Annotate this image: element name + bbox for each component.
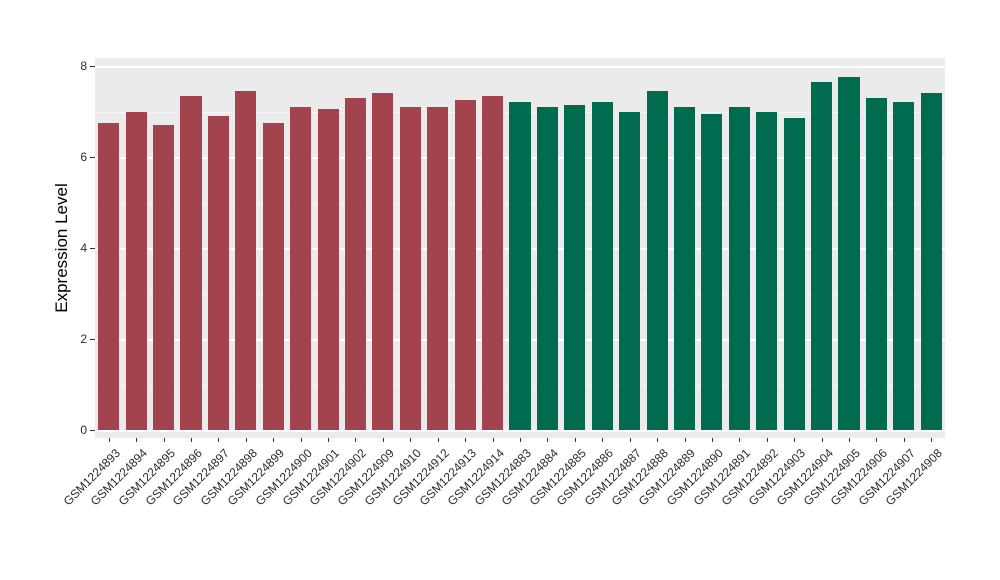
- y-tick-label-4: 4: [80, 241, 87, 255]
- bar-GSM1224888: [646, 91, 668, 430]
- y-tickmark: [90, 66, 95, 67]
- y-tickmark: [90, 430, 95, 431]
- bar-GSM1224907: [893, 102, 915, 430]
- x-tickmark: [602, 438, 604, 442]
- bar-GSM1224899: [262, 122, 284, 430]
- x-tickmark: [903, 438, 905, 442]
- bar-GSM1224894: [125, 111, 147, 430]
- y-tickmark: [90, 157, 95, 158]
- bar-GSM1224908: [920, 93, 942, 430]
- gridline-y-0: [95, 430, 945, 432]
- x-tickmark: [629, 438, 631, 442]
- bar-GSM1224912: [427, 106, 449, 430]
- bar-GSM1224889: [673, 106, 696, 430]
- x-tickmark: [190, 438, 192, 442]
- x-tickmark: [218, 438, 220, 442]
- x-tickmark: [574, 438, 576, 442]
- x-tickmark: [108, 438, 110, 442]
- bar-GSM1224890: [701, 113, 723, 430]
- y-tick-label-8: 8: [80, 59, 87, 73]
- x-tickmark: [437, 438, 439, 442]
- bar-GSM1224885: [564, 104, 586, 430]
- x-tickmark: [410, 438, 412, 442]
- x-tickmark: [355, 438, 357, 442]
- y-tickmark: [90, 248, 95, 249]
- x-tickmark: [492, 438, 494, 442]
- x-tickmark: [739, 438, 741, 442]
- x-tickmark: [711, 438, 713, 442]
- x-tickmark: [931, 438, 933, 442]
- x-tickmark: [273, 438, 275, 442]
- bar-GSM1224887: [619, 111, 641, 430]
- bar-GSM1224883: [509, 102, 531, 430]
- bar-GSM1224893: [98, 122, 120, 430]
- bar-GSM1224905: [838, 77, 860, 430]
- bar-GSM1224903: [783, 118, 805, 430]
- bar-GSM1224910: [399, 106, 421, 430]
- bar-GSM1224897: [207, 116, 229, 430]
- x-tickmark: [136, 438, 138, 442]
- bar-GSM1224914: [482, 95, 504, 430]
- y-tick-label-6: 6: [80, 150, 87, 164]
- bar-GSM1224906: [865, 97, 887, 430]
- y-tickmark: [90, 339, 95, 340]
- x-tickmark: [684, 438, 686, 442]
- x-tickmark: [328, 438, 330, 442]
- bar-GSM1224909: [372, 93, 394, 430]
- x-tickmark: [382, 438, 384, 442]
- x-tickmark: [465, 438, 467, 442]
- bar-GSM1224913: [454, 100, 476, 430]
- x-tickmark: [766, 438, 768, 442]
- x-tickmark: [794, 438, 796, 442]
- bar-GSM1224895: [152, 125, 175, 430]
- y-tick-label-0: 0: [80, 423, 87, 437]
- x-tickmark: [300, 438, 302, 442]
- x-tickmark: [547, 438, 549, 442]
- bar-GSM1224886: [591, 102, 613, 430]
- x-tickmark: [849, 438, 851, 442]
- bar-GSM1224902: [344, 97, 367, 430]
- bar-GSM1224901: [317, 109, 339, 430]
- bar-GSM1224896: [180, 95, 202, 430]
- gridline-y-8: [95, 66, 945, 68]
- x-tickmark: [876, 438, 878, 442]
- x-tickmark: [821, 438, 823, 442]
- x-tickmark: [163, 438, 165, 442]
- bar-GSM1224900: [290, 106, 312, 430]
- bar-GSM1224891: [728, 106, 750, 430]
- bar-GSM1224904: [811, 81, 833, 430]
- bar-GSM1224898: [235, 91, 257, 430]
- x-tickmark: [245, 438, 247, 442]
- plot-panel: [95, 58, 945, 438]
- x-tickmark: [657, 438, 659, 442]
- y-tick-label-2: 2: [80, 332, 87, 346]
- bar-GSM1224884: [536, 106, 558, 430]
- bar-GSM1224892: [756, 111, 778, 430]
- x-tickmark: [520, 438, 521, 442]
